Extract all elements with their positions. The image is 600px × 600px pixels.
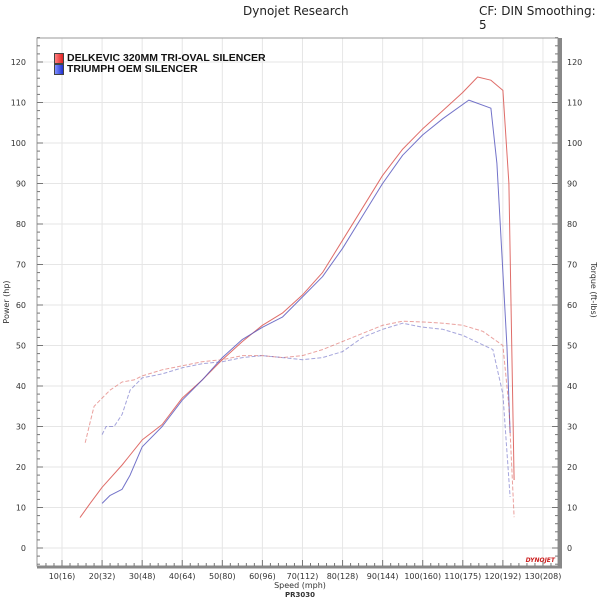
y2-tick-label: 40 xyxy=(567,382,577,391)
y-tick-label: 20 xyxy=(16,463,26,472)
y-tick-label: 10 xyxy=(16,504,26,513)
y-tick-label: 30 xyxy=(16,423,26,432)
y-tick-label: 100 xyxy=(11,139,26,148)
y2-axis-label: Torque (ft-lbs) xyxy=(589,261,598,318)
y2-tick-label: 60 xyxy=(567,301,577,310)
x-tick-label: 60(96) xyxy=(249,572,276,581)
run-id: PR3030 xyxy=(285,591,315,599)
y2-tick-label: 50 xyxy=(567,342,577,351)
settings-info: CF: DIN Smoothing: 5 xyxy=(479,4,596,32)
y-tick-label: 0 xyxy=(21,544,26,553)
x-tick-label: 50(80) xyxy=(209,572,236,581)
legend-label: TRIUMPH OEM SILENCER xyxy=(67,63,198,75)
y-tick-label: 80 xyxy=(16,220,26,229)
x-tick-label: 30(48) xyxy=(129,572,156,581)
x-tick-label: 100(160) xyxy=(404,572,441,581)
y-tick-label: 70 xyxy=(16,261,26,270)
y-tick-label: 110 xyxy=(11,99,26,108)
x-tick-label: 10(16) xyxy=(49,572,76,581)
y-tick-label: 40 xyxy=(16,382,26,391)
legend-label: DELKEVIC 320MM TRI-OVAL SILENCER xyxy=(67,52,266,64)
dynojet-logo: DYNOJET xyxy=(526,557,556,564)
y2-tick-label: 110 xyxy=(567,99,582,108)
y-tick-label: 50 xyxy=(16,342,26,351)
x-tick-label: 120(192) xyxy=(484,572,521,581)
y2-tick-label: 0 xyxy=(567,544,572,553)
y-tick-label: 60 xyxy=(16,301,26,310)
x-tick-label: 130(208) xyxy=(525,572,562,581)
y2-tick-label: 10 xyxy=(567,504,577,513)
y2-tick-label: 30 xyxy=(567,423,577,432)
y2-tick-label: 80 xyxy=(567,220,577,229)
x-tick-label: 20(32) xyxy=(89,572,116,581)
series-power-triumph xyxy=(101,99,511,504)
x-tick-label: 110(175) xyxy=(444,572,481,581)
series-power-delkevic xyxy=(79,76,515,518)
x-tick-label: 40(64) xyxy=(169,572,196,581)
y2-tick-label: 70 xyxy=(567,261,577,270)
x-axis-label: Speed (mph) xyxy=(274,581,326,590)
y2-tick-label: 90 xyxy=(567,180,577,189)
y2-tick-label: 20 xyxy=(567,463,577,472)
x-tick-label: 90(144) xyxy=(367,572,399,581)
legend-item-triumph: TRIUMPH OEM SILENCER xyxy=(54,64,266,75)
x-tick-label: 70(112) xyxy=(287,572,319,581)
brand-title: Dynojet Research xyxy=(243,4,349,18)
y-tick-label: 90 xyxy=(16,180,26,189)
legend-swatch-red xyxy=(54,53,64,64)
legend-item-delkevic: DELKEVIC 320MM TRI-OVAL SILENCER xyxy=(54,53,266,64)
x-tick-label: 80(128) xyxy=(327,572,359,581)
y-axis-label: Power (hp) xyxy=(2,280,11,323)
y2-tick-label: 120 xyxy=(567,58,582,67)
legend: DELKEVIC 320MM TRI-OVAL SILENCER TRIUMPH… xyxy=(54,53,266,75)
series-torque-delkevic xyxy=(84,320,515,518)
y2-tick-label: 100 xyxy=(567,139,582,148)
legend-swatch-blue xyxy=(54,64,64,75)
y-tick-label: 120 xyxy=(11,58,26,67)
series-torque-triumph xyxy=(101,322,511,498)
